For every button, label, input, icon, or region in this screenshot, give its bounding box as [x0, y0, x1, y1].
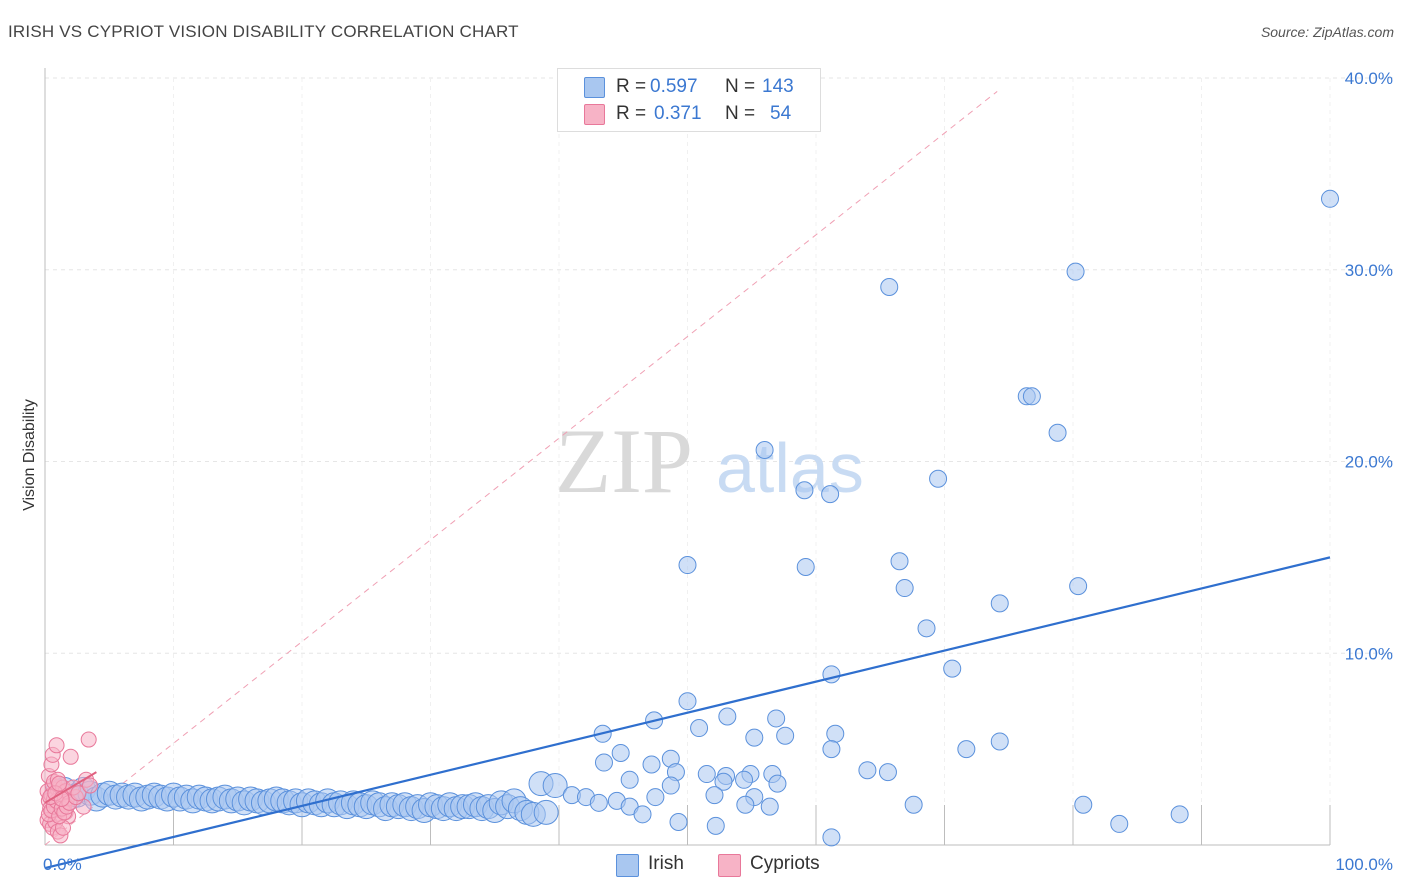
cypriot-point	[80, 731, 97, 748]
trend-lines-layer	[44, 556, 1331, 870]
cypriot-point	[81, 777, 98, 794]
x-tick-label: 100.0%	[1335, 855, 1393, 874]
y-tick-label: 20.0%	[1345, 453, 1393, 472]
irish-point	[646, 788, 665, 807]
irish-point	[669, 812, 688, 831]
irish-point	[1170, 805, 1189, 824]
irish-point	[735, 770, 754, 789]
irish-point	[880, 278, 899, 297]
irish-point	[1022, 387, 1041, 406]
irish-point	[678, 556, 697, 575]
legend-r-label: R =	[616, 76, 647, 97]
axis-layer	[44, 68, 1331, 846]
legend-n-label: N =	[725, 103, 756, 124]
irish-point	[1069, 577, 1088, 596]
source-label: Source: ZipAtlas.com	[1260, 24, 1394, 40]
legend-swatch-cypriots	[584, 104, 605, 125]
x-tick-label: 0.0%	[43, 855, 82, 874]
irish-point	[678, 692, 697, 711]
irish-point	[821, 485, 840, 504]
irish-point	[943, 659, 962, 678]
legend-row-cypriots: R = 0.371 N = 54	[558, 101, 820, 127]
irish-trend-line	[44, 556, 1331, 870]
legend-swatch-cypriots	[718, 854, 741, 877]
irish-point	[1066, 262, 1085, 281]
irish-point	[878, 763, 897, 782]
irish-point	[714, 772, 733, 791]
irish-point	[642, 755, 661, 774]
irish-point	[611, 743, 630, 762]
irish-point	[917, 619, 936, 638]
irish-point	[904, 795, 923, 814]
irish-point	[760, 797, 779, 816]
irish-point	[633, 805, 652, 824]
irish-point	[1074, 795, 1093, 814]
watermark-zip: ZIP	[555, 410, 693, 512]
irish-point	[620, 770, 639, 789]
irish-point	[736, 795, 755, 814]
y-tick-label: 40.0%	[1345, 69, 1393, 88]
cypriot-trend-line	[44, 771, 97, 804]
irish-point	[929, 469, 948, 488]
irish-point	[822, 740, 841, 759]
irish-point	[745, 728, 764, 747]
irish-point	[1110, 814, 1129, 833]
watermark: ZIP atlas	[555, 410, 864, 512]
irish-point	[990, 594, 1009, 613]
irish-point	[661, 776, 680, 795]
tick-labels-layer: 10.0% 20.0% 30.0% 40.0% 0.0% 100.0%	[43, 69, 1393, 874]
irish-point	[826, 724, 845, 743]
y-axis-label: Vision Disability	[21, 399, 38, 511]
legend-n-label: N =	[725, 76, 756, 97]
irish-point	[1048, 423, 1067, 442]
reference-diagonal-line	[44, 91, 998, 846]
legend-r-label: R =	[616, 103, 647, 124]
legend-label-cypriots: Cypriots	[750, 853, 820, 874]
legend-label-irish: Irish	[648, 853, 684, 874]
legend-swatch-irish	[584, 77, 605, 98]
irish-points-layer	[45, 189, 1339, 847]
cypriot-point	[48, 737, 65, 754]
irish-point	[990, 732, 1009, 751]
irish-point	[822, 828, 841, 847]
chart-title: IRISH VS CYPRIOT VISION DISABILITY CORRE…	[8, 22, 519, 41]
series-legend: Irish Cypriots	[0, 852, 1406, 878]
irish-point	[796, 557, 815, 576]
watermark-atlas: atlas	[716, 429, 864, 507]
legend-n-value-irish: 143	[762, 76, 794, 97]
irish-point	[690, 719, 709, 738]
irish-point	[858, 761, 877, 780]
irish-point	[1321, 189, 1339, 208]
irish-point	[895, 579, 914, 598]
irish-point	[589, 793, 608, 812]
irish-point	[767, 709, 786, 728]
irish-point	[542, 773, 568, 799]
irish-point	[768, 774, 787, 793]
irish-point	[890, 552, 909, 571]
reference-line-layer	[44, 91, 998, 846]
irish-point	[755, 440, 774, 459]
legend-n-value-cypriots: 54	[770, 103, 792, 124]
legend-swatch-irish	[616, 854, 639, 877]
y-tick-label: 30.0%	[1345, 261, 1393, 280]
irish-point	[795, 481, 814, 500]
irish-point	[957, 740, 976, 759]
irish-point	[705, 786, 724, 805]
legend-r-value-cypriots: 0.371	[654, 103, 702, 124]
irish-point	[533, 799, 559, 825]
cypriot-point	[62, 748, 79, 765]
irish-point	[776, 726, 795, 745]
correlation-legend: R = 0.597 N = 143 R = 0.371 N = 54	[557, 68, 821, 132]
irish-point	[594, 753, 613, 772]
legend-row-irish: R = 0.597 N = 143	[558, 74, 820, 100]
irish-point	[697, 765, 716, 784]
y-tick-label: 10.0%	[1345, 644, 1393, 663]
cypriot-point	[51, 775, 68, 792]
irish-point	[706, 816, 725, 835]
irish-point	[718, 707, 737, 726]
cypriot-point	[70, 785, 87, 802]
legend-r-value-irish: 0.597	[650, 76, 698, 97]
